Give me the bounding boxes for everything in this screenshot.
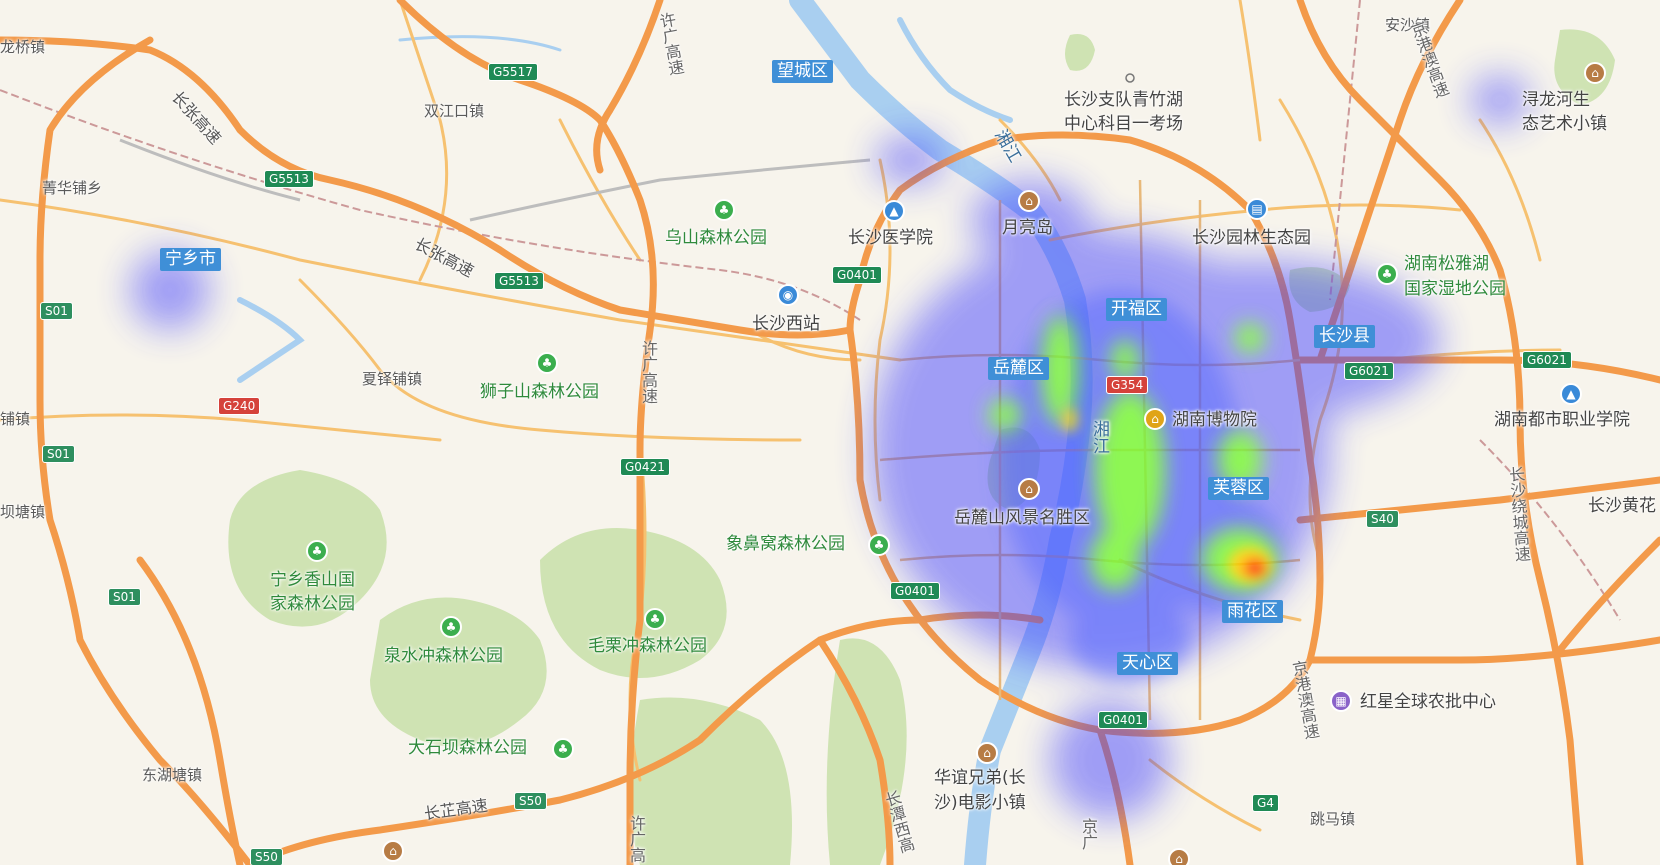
poi-quanshuichong[interactable]: 泉水冲森林公园: [384, 646, 503, 666]
poi-yuelushan[interactable]: 岳麓山风景名胜区: [954, 508, 1090, 528]
scenic-icon[interactable]: ⌂: [1018, 190, 1040, 212]
poi-changsha-medical[interactable]: 长沙医学院: [848, 228, 933, 248]
road-label-jingguang: 京广: [1079, 818, 1098, 850]
district-yuelu[interactable]: 岳麓区: [988, 357, 1049, 380]
museum-icon[interactable]: ⌂: [1144, 408, 1166, 430]
poi-duzhi[interactable]: 湖南都市职业学院: [1494, 410, 1630, 430]
road-shield: S01: [40, 302, 73, 321]
road-label-xuguang-3: 许广高: [627, 815, 646, 863]
road-shield: G240: [218, 397, 261, 416]
poi-xiangshan-line2[interactable]: 家森林公园: [270, 594, 355, 614]
town-longqiao: 龙桥镇: [0, 38, 46, 56]
district-furong[interactable]: 芙蓉区: [1208, 477, 1269, 500]
town-pu: 铺镇: [0, 410, 31, 428]
district-ningxiang[interactable]: 宁乡市: [160, 248, 221, 271]
road-label-xuguang-2: 许广高速: [639, 340, 658, 404]
town-batang: 坝塘镇: [0, 503, 46, 521]
scenic-icon[interactable]: ⌂: [976, 742, 998, 764]
river-label-xiangjiang: 湘江: [1089, 420, 1109, 454]
poi-yueliangdao[interactable]: 月亮岛: [1002, 218, 1053, 238]
heatmap-layer: [130, 75, 1530, 820]
road-shield: G5513: [494, 272, 544, 291]
poi-xunlonghe-line2[interactable]: 态艺术小镇: [1522, 114, 1607, 134]
poi-shizishan[interactable]: 狮子山森林公园: [480, 382, 599, 402]
poi-zhidui-line1[interactable]: 长沙支队青竹湖: [1064, 90, 1183, 110]
road-shield: G5513: [264, 170, 314, 189]
school-icon[interactable]: ▲: [883, 200, 905, 222]
scenic-icon[interactable]: ⌂: [1168, 848, 1190, 865]
district-changsha-county[interactable]: 长沙县: [1314, 325, 1375, 348]
poi-huayi-line2[interactable]: 沙)电影小镇: [934, 793, 1026, 813]
road-shield: G4: [1252, 794, 1279, 813]
road-shield: S50: [514, 792, 547, 811]
poi-west-station[interactable]: 长沙西站: [752, 314, 820, 334]
grey-roads: [119, 138, 871, 222]
road-shield: S01: [42, 445, 75, 464]
road-shield: G6021: [1522, 351, 1572, 370]
town-shuangjiangkou: 双江口镇: [424, 102, 485, 120]
poi-maolichong[interactable]: 毛栗冲森林公园: [588, 636, 707, 656]
road-shield: S01: [108, 588, 141, 607]
park-icon[interactable]: ♣: [536, 352, 558, 374]
town-donghutang: 东湖塘镇: [142, 766, 203, 784]
market-icon[interactable]: ▦: [1330, 690, 1352, 712]
town-jinghuapu: 菁华铺乡: [42, 179, 103, 197]
park-icon[interactable]: ♣: [644, 608, 666, 630]
road-shield: G6021: [1344, 362, 1394, 381]
poi-xunlonghe-line1[interactable]: 浔龙河生: [1522, 90, 1590, 110]
poi-zhidui-line2[interactable]: 中心科目一考场: [1064, 114, 1183, 134]
poi-yuanlin[interactable]: 长沙园林生态园: [1192, 228, 1311, 248]
park-icon[interactable]: ♣: [440, 616, 462, 638]
district-wangcheng[interactable]: 望城区: [772, 60, 833, 83]
poi-songyahu-line2[interactable]: 国家湿地公园: [1404, 279, 1506, 299]
road-shield: G0421: [620, 458, 670, 477]
town-xiaduopu: 夏铎铺镇: [362, 370, 423, 388]
scenic-icon[interactable]: ⌂: [1018, 478, 1040, 500]
poi-songyahu-line1[interactable]: 湖南松雅湖: [1404, 254, 1489, 274]
district-tianxin[interactable]: 天心区: [1117, 652, 1178, 675]
road-shield: G0401: [832, 266, 882, 285]
poi-xiangshan-line1[interactable]: 宁乡香山国: [270, 570, 355, 590]
road-shield: G5517: [488, 63, 538, 82]
garden-icon[interactable]: ▤: [1246, 198, 1268, 220]
town-ansha: 安沙镇: [1385, 16, 1431, 34]
poi-xiangbiwo[interactable]: 象鼻窝森林公园: [726, 534, 845, 554]
park-icon[interactable]: ♣: [868, 534, 890, 556]
road-shield: G0401: [1098, 711, 1148, 730]
town-tiaoma: 跳马镇: [1310, 810, 1356, 828]
road-shield: G354: [1106, 376, 1149, 395]
scenic-icon[interactable]: ⌂: [382, 840, 404, 862]
park-icon[interactable]: ♣: [713, 199, 735, 221]
district-kaifu[interactable]: 开福区: [1106, 298, 1167, 321]
poi-museum[interactable]: 湖南博物院: [1172, 410, 1257, 430]
poi-hongxing[interactable]: 红星全球农批中心: [1360, 692, 1496, 712]
park-icon[interactable]: ♣: [306, 540, 328, 562]
poi-huanghua[interactable]: 长沙黄花: [1588, 496, 1656, 516]
train-station-icon[interactable]: ◉: [777, 284, 799, 306]
school-icon[interactable]: ▲: [1560, 383, 1582, 405]
park-icon[interactable]: ♣: [552, 738, 574, 760]
road-shield: G0401: [890, 582, 940, 601]
park-icon[interactable]: ♣: [1376, 263, 1398, 285]
poi-huayi-line1[interactable]: 华谊兄弟(长: [934, 768, 1026, 788]
road-shield: S40: [1366, 510, 1399, 529]
district-yuhua[interactable]: 雨花区: [1222, 600, 1283, 623]
poi-dashiba[interactable]: 大石坝森林公园: [408, 738, 527, 758]
road-shield: S50: [250, 848, 283, 865]
scenic-icon[interactable]: ⌂: [1584, 62, 1606, 84]
poi-wushan[interactable]: 乌山森林公园: [665, 228, 767, 248]
